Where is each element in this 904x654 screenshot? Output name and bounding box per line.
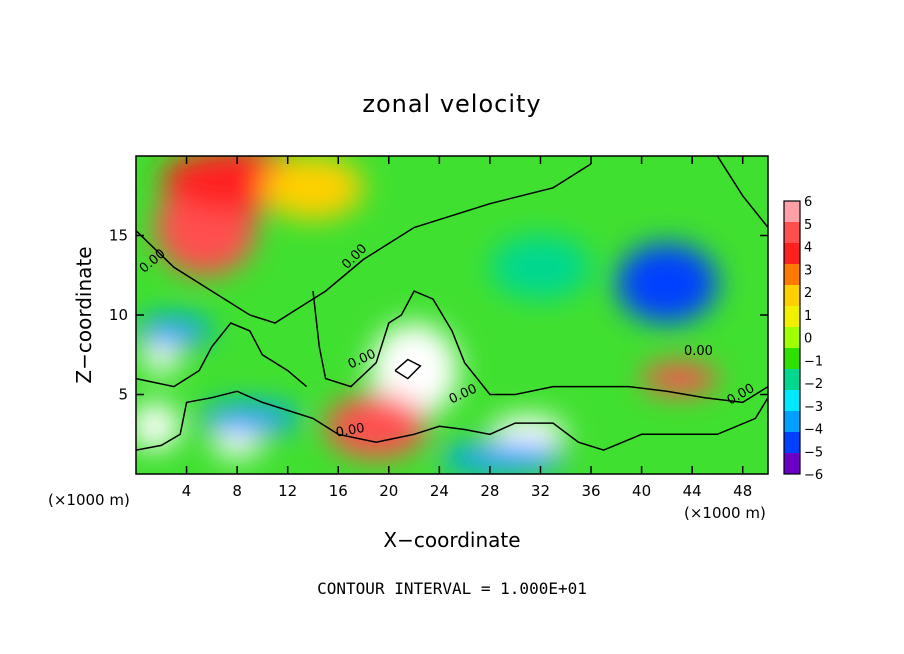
x-tick-label: 36 xyxy=(581,482,600,500)
y-tick-label: 10 xyxy=(109,306,128,324)
colorbar-tick-label: −6 xyxy=(804,468,823,483)
x-tick-label: 40 xyxy=(632,482,651,500)
chart-title: zonal velocity xyxy=(362,90,541,118)
colorbar-tick-label: −4 xyxy=(804,423,823,438)
velocity-anomaly-6 xyxy=(641,362,718,395)
x-tick-label: 20 xyxy=(379,482,398,500)
velocity-anomaly-2 xyxy=(262,156,364,220)
velocity-anomaly-12 xyxy=(136,315,212,347)
velocity-anomaly-10 xyxy=(616,243,718,323)
colorbar-swatch xyxy=(784,390,800,412)
colorbar-tick-label: 6 xyxy=(804,195,812,210)
colorbar-frame xyxy=(783,200,801,475)
colorbar-swatch xyxy=(784,453,800,475)
x-tick-label: 16 xyxy=(329,482,348,500)
colorbar-tick-label: −1 xyxy=(804,354,823,369)
velocity-anomaly-8 xyxy=(136,402,181,451)
velocity-anomaly-9 xyxy=(211,426,263,459)
zero-contour-line xyxy=(136,390,768,451)
colorbar-tick-label: −2 xyxy=(804,377,823,392)
zero-contour-line xyxy=(716,156,768,228)
colorbar-tick-label: 0 xyxy=(804,332,812,347)
colorbar-swatch xyxy=(784,432,800,454)
x-tick-label: 44 xyxy=(683,482,702,500)
zero-contour-line xyxy=(136,163,592,324)
colorbar-swatch xyxy=(784,201,800,223)
colorbar-tick-label: 2 xyxy=(804,286,812,301)
x-unit-note-right: (×1000 m) xyxy=(684,504,766,522)
velocity-anomaly-14 xyxy=(439,442,566,474)
colorbar-tick-label: 5 xyxy=(804,218,812,233)
velocity-field xyxy=(136,156,768,474)
contour-label: 0.00 xyxy=(335,421,366,441)
x-tick-label: 12 xyxy=(278,482,297,500)
colorbar-swatch xyxy=(784,411,800,433)
colorbar-tick-label: 1 xyxy=(804,309,812,324)
colorbar-tick-label: −3 xyxy=(804,400,823,415)
x-tick-label: 24 xyxy=(430,482,449,500)
colorbar: 6 5 4 3 2 1 0 −1 −2 −3 −4 −5 −6 xyxy=(783,195,823,483)
colorbar-swatch xyxy=(784,243,800,265)
zero-contour-line xyxy=(312,290,768,404)
velocity-anomaly-11 xyxy=(489,235,592,300)
velocity-anomaly-4 xyxy=(325,394,427,459)
x-axis-label: X−coordinate xyxy=(383,528,520,552)
colorbar-swatch xyxy=(784,306,800,328)
contour-interval-note: CONTOUR INTERVAL = 1.000E+01 xyxy=(317,579,587,598)
y-axis-label: Z−coordinate xyxy=(72,246,96,383)
velocity-anomaly-13 xyxy=(199,402,301,435)
colorbar-tick-label: 3 xyxy=(804,263,812,278)
colorbar-swatch xyxy=(784,264,800,286)
zero-contour-line xyxy=(136,322,308,388)
colorbar-swatch xyxy=(784,369,800,391)
x-tick-label: 4 xyxy=(182,482,192,500)
colorbar-swatch xyxy=(784,222,800,244)
zero-contour-line xyxy=(394,358,422,380)
colorbar-swatch xyxy=(784,348,800,370)
contour-label: 0.00 xyxy=(684,344,713,359)
colorbar-swatch xyxy=(784,285,800,307)
velocity-anomaly-3 xyxy=(369,322,459,419)
colorbar-swatch xyxy=(784,327,800,349)
colorbar-tick-label: −5 xyxy=(804,445,823,460)
colorbar-tick-label: 4 xyxy=(804,241,812,256)
y-tick-label: 15 xyxy=(109,227,128,245)
x-tick-label: 8 xyxy=(232,482,242,500)
x-tick-label: 28 xyxy=(480,482,499,500)
x-tick-label: 48 xyxy=(733,482,752,500)
x-tick-label: 32 xyxy=(531,482,550,500)
y-tick-label: 5 xyxy=(118,386,128,404)
x-unit-note-left: (×1000 m) xyxy=(48,491,130,509)
